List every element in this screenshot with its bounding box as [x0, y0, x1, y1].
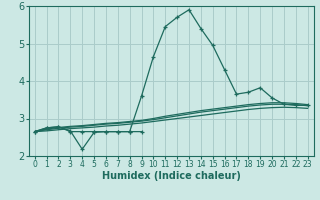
X-axis label: Humidex (Indice chaleur): Humidex (Indice chaleur): [102, 171, 241, 181]
